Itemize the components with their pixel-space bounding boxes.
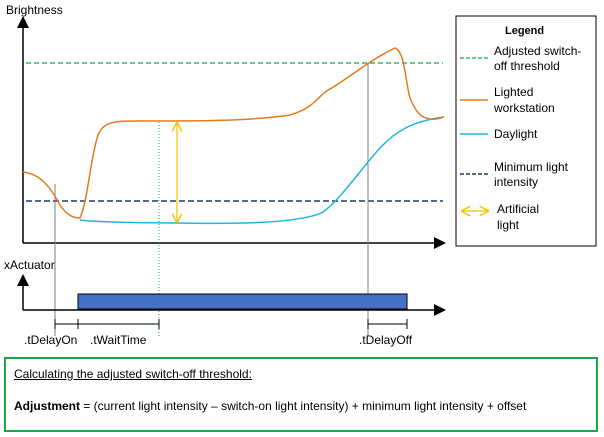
legend-item-workstation-2: workstation (493, 101, 555, 115)
delay-off-bracket (367, 319, 408, 329)
legend-item-min-intensity-1: Minimum light (494, 160, 569, 174)
wait-time-bracket (77, 319, 160, 329)
y-axis-label: Brightness (6, 3, 63, 17)
delay-on-label: .tDelayOn (24, 333, 77, 347)
daylight-curve (79, 116, 444, 225)
formula-heading: Calculating the adjusted switch-off thre… (14, 367, 252, 381)
formula-expression: = (current light intensity – switch-on l… (80, 399, 527, 413)
legend-title: Legend (505, 25, 544, 37)
legend-item-artificial-2: light (497, 218, 520, 232)
formula-line: Adjustment = (current light intensity – … (14, 399, 526, 413)
legend-item-threshold-2: off threshold (494, 59, 560, 73)
delay-off-label: .tDelayOff (359, 333, 413, 347)
legend-item-min-intensity-2: intensity (494, 175, 538, 189)
formula-term: Adjustment (14, 399, 80, 413)
formula-box: Calculating the adjusted switch-off thre… (4, 357, 598, 432)
wait-time-label: .tWaitTime (90, 333, 147, 347)
legend-item-daylight-1: Daylight (494, 127, 538, 141)
legend: Legend Adjusted switch- off threshold Li… (455, 15, 597, 247)
legend-item-artificial-1: Artificial (497, 202, 539, 216)
x-actuator-label: xActuator (4, 258, 55, 272)
brightness-diagram: Brightness xActuator .tDelayOn .tWaitTim… (4, 3, 597, 347)
actuator-on-bar (77, 293, 408, 310)
delay-on-bracket (54, 319, 79, 329)
workstation-curve (22, 47, 445, 219)
legend-item-threshold-1: Adjusted switch- (494, 44, 581, 58)
legend-item-workstation-1: Lighted (494, 85, 533, 99)
